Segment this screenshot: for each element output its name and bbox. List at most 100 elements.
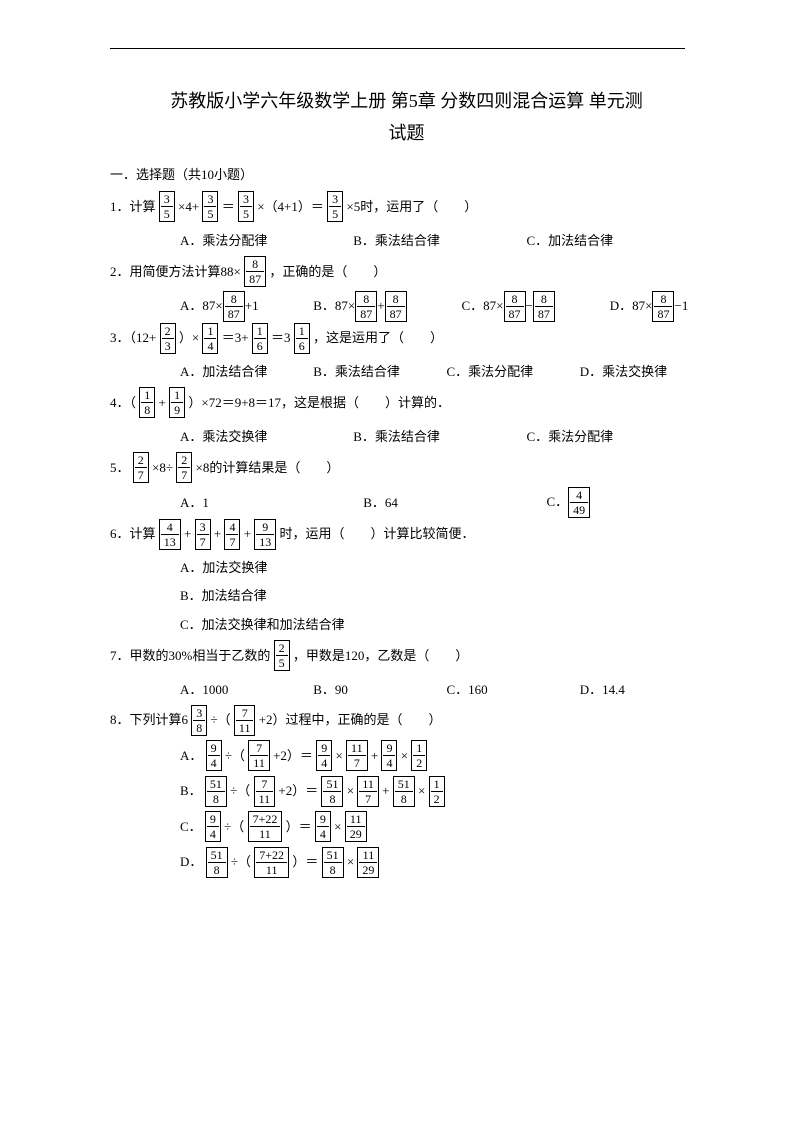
fraction: 117: [346, 740, 368, 771]
document-title: 苏教版小学六年级数学上册 第5章 分数四则混合运算 单元测 试题: [110, 85, 703, 150]
fraction: 18: [139, 387, 155, 418]
question-1: 1．计算 35 ×4+ 35 ＝ 35 ×（4+1）＝ 35 ×5时，运用了（ …: [110, 191, 703, 223]
fraction: 16: [294, 323, 310, 354]
page-rule: [110, 48, 685, 49]
fraction: 35: [159, 191, 175, 222]
option-b: B．64: [363, 489, 543, 518]
fraction: 94: [205, 811, 221, 842]
q5-text: 5．: [110, 460, 130, 475]
fraction: 27: [176, 452, 192, 483]
q2-options: A．87×887+1 B．87×887+887 C．87×887−887 D．8…: [180, 291, 703, 322]
option-c: C．160: [447, 676, 577, 705]
option-c: C．449: [547, 487, 591, 518]
fraction: 38: [191, 705, 207, 736]
fraction: 16: [252, 323, 268, 354]
fraction: 35: [202, 191, 218, 222]
q7-text: 7．甲数的30%相当于乙数的: [110, 648, 270, 663]
fraction: 25: [274, 640, 290, 671]
fraction: 887: [652, 291, 674, 322]
question-2: 2．用简便方法计算88× 887 ，正确的是（ ）: [110, 256, 703, 288]
option-d: D．87×887−1: [610, 291, 689, 322]
option-b: B．乘法结合律: [353, 423, 523, 452]
title-line1: 苏教版小学六年级数学上册 第5章 分数四则混合运算 单元测: [170, 91, 643, 111]
fraction: 94: [381, 740, 397, 771]
option-a: A．1: [180, 489, 360, 518]
q6-text: 6．计算: [110, 526, 156, 541]
q1-text: ×（4+1）＝: [257, 199, 324, 214]
fraction: 887: [223, 291, 245, 322]
fraction: 1129: [345, 811, 367, 842]
option-a: A． 94 ÷（ 711 +2）＝ 94 × 117 + 94 × 12: [180, 740, 703, 772]
fraction: 7+2211: [248, 811, 283, 842]
fraction: 413: [159, 519, 181, 550]
option-d: D．14.4: [580, 676, 625, 705]
title-line2: 试题: [389, 123, 425, 143]
option-c: C． 94 ÷（ 7+2211 ）＝ 94 × 1129: [180, 811, 703, 843]
question-4: 4．（ 18 + 19 ）×72＝9+8＝17，这是根据（ ）计算的．: [110, 387, 703, 419]
question-8: 8．下列计算6 38 ÷（ 711 +2）过程中，正确的是（ ）: [110, 704, 703, 736]
fraction: 37: [195, 519, 211, 550]
q2-text: 2．用简便方法计算88×: [110, 264, 241, 279]
fraction: 711: [254, 776, 276, 807]
fraction: 12: [429, 776, 445, 807]
option-b: B．乘法结合律: [313, 358, 443, 387]
fraction: 449: [568, 487, 590, 518]
q5-options: A．1 B．64 C．449: [180, 487, 703, 518]
option-a: A．加法交换律: [180, 554, 703, 583]
option-c: C．加法结合律: [527, 227, 614, 256]
fraction: 518: [322, 847, 344, 878]
fraction: 94: [206, 740, 222, 771]
page: 苏教版小学六年级数学上册 第5章 分数四则混合运算 单元测 试题 一．选择题（共…: [0, 0, 793, 922]
option-b: B．90: [313, 676, 443, 705]
option-d: D． 518 ÷（ 7+2211 ）＝ 518 × 1129: [180, 846, 703, 878]
option-a: A．乘法分配律: [180, 227, 350, 256]
fraction: 913: [254, 519, 276, 550]
question-3: 3．（12+ 23 ）× 14 ＝3+ 16 ＝3 16 ，这是运用了（ ）: [110, 322, 703, 354]
q1-text: 1．计算: [110, 199, 156, 214]
fraction: 14: [202, 323, 218, 354]
option-a: A．加法结合律: [180, 358, 310, 387]
fraction: 19: [169, 387, 185, 418]
q1-text: ×4+: [178, 199, 199, 214]
question-5: 5． 27 ×8÷ 27 ×8的计算结果是（ ）: [110, 452, 703, 484]
q1-text: ＝: [222, 199, 235, 214]
q3-options: A．加法结合律 B．乘法结合律 C．乘法分配律 D．乘法交换律: [180, 358, 703, 387]
option-b: B．87×887+887: [313, 291, 458, 322]
q2-text: ，正确的是（ ）: [269, 264, 386, 279]
q1-text: ×5时，运用了（ ）: [346, 199, 477, 214]
fraction: 711: [234, 705, 256, 736]
fraction: 27: [133, 452, 149, 483]
fraction: 518: [206, 847, 228, 878]
q1-options: A．乘法分配律 B．乘法结合律 C．加法结合律: [180, 226, 703, 255]
fraction: 887: [385, 291, 407, 322]
q8-options: A． 94 ÷（ 711 +2）＝ 94 × 117 + 94 × 12 B． …: [180, 740, 703, 878]
option-c: C．87×887−887: [462, 291, 607, 322]
option-a: A．乘法交换律: [180, 423, 350, 452]
section-heading: 一．选择题（共10小题）: [110, 164, 703, 183]
fraction: 35: [238, 191, 254, 222]
fraction: 887: [533, 291, 555, 322]
q4-text: 4．（: [110, 395, 136, 410]
fraction: 887: [244, 256, 266, 287]
fraction: 94: [315, 811, 331, 842]
option-b: B． 518 ÷（ 711 +2）＝ 518 × 117 + 518 × 12: [180, 775, 703, 807]
fraction: 23: [160, 323, 176, 354]
fraction: 518: [321, 776, 343, 807]
question-6: 6．计算 413 + 37 + 47 + 913 时，运用（ ）计算比较简便．: [110, 518, 703, 550]
fraction: 12: [411, 740, 427, 771]
fraction: 7+2211: [254, 847, 289, 878]
fraction: 518: [205, 776, 227, 807]
fraction: 35: [327, 191, 343, 222]
option-c: C．乘法分配律: [447, 358, 577, 387]
question-7: 7．甲数的30%相当于乙数的 25 ，甲数是120，乙数是（ ）: [110, 640, 703, 672]
fraction: 887: [504, 291, 526, 322]
option-a: A．1000: [180, 676, 310, 705]
option-a: A．87×887+1: [180, 291, 310, 322]
q4-options: A．乘法交换律 B．乘法结合律 C．乘法分配律: [180, 422, 703, 451]
option-c: C．加法交换律和加法结合律: [180, 611, 703, 640]
fraction: 47: [224, 519, 240, 550]
q7-options: A．1000 B．90 C．160 D．14.4: [180, 675, 703, 704]
option-d: D．乘法交换律: [580, 358, 667, 387]
q6-options: A．加法交换律 B．加法结合律 C．加法交换律和加法结合律: [180, 554, 703, 640]
fraction: 518: [393, 776, 415, 807]
